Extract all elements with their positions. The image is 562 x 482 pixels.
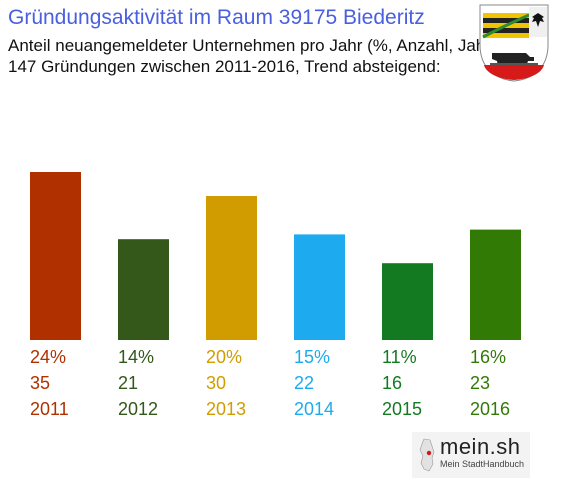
count-label-2011: 35 (30, 373, 50, 393)
count-label-2013: 30 (206, 373, 226, 393)
count-label-2012: 21 (118, 373, 138, 393)
bar-2011 (30, 172, 81, 340)
coat-of-arms-icon (479, 4, 549, 82)
chart-title: Gründungsaktivität im Raum 39175 Biederi… (8, 6, 425, 29)
percent-label-2012: 14% (118, 347, 154, 367)
year-label-2012: 2012 (118, 399, 158, 419)
year-label-2015: 2015 (382, 399, 422, 419)
chart-summary: 147 Gründungen zwischen 2011-2016, Trend… (8, 57, 441, 76)
year-label-2016: 2016 (470, 399, 510, 419)
percent-label-2016: 16% (470, 347, 506, 367)
brand-logo: mein.sh Mein StadtHandbuch (412, 432, 530, 478)
year-label-2014: 2014 (294, 399, 334, 419)
brand-tagline: Mein StadtHandbuch (440, 459, 525, 469)
percent-label-2013: 20% (206, 347, 242, 367)
percent-label-2015: 11% (382, 347, 417, 367)
percent-label-2014: 15% (294, 347, 330, 367)
bar-2013 (206, 196, 257, 340)
count-label-2016: 23 (470, 373, 490, 393)
count-label-2015: 16 (382, 373, 402, 393)
percent-label-2011: 24% (30, 347, 66, 367)
bar-2016 (470, 229, 521, 340)
bar-2012 (118, 239, 169, 340)
germany-map-icon (419, 438, 435, 472)
count-label-2014: 22 (294, 373, 314, 393)
chart-subtitle: Anteil neuangemeldeter Unternehmen pro J… (8, 36, 497, 55)
brand-name: mein.sh (440, 434, 521, 459)
bar-2014 (294, 234, 345, 340)
year-label-2013: 2013 (206, 399, 246, 419)
year-label-2011: 2011 (30, 399, 69, 419)
bar-2015 (382, 263, 433, 340)
